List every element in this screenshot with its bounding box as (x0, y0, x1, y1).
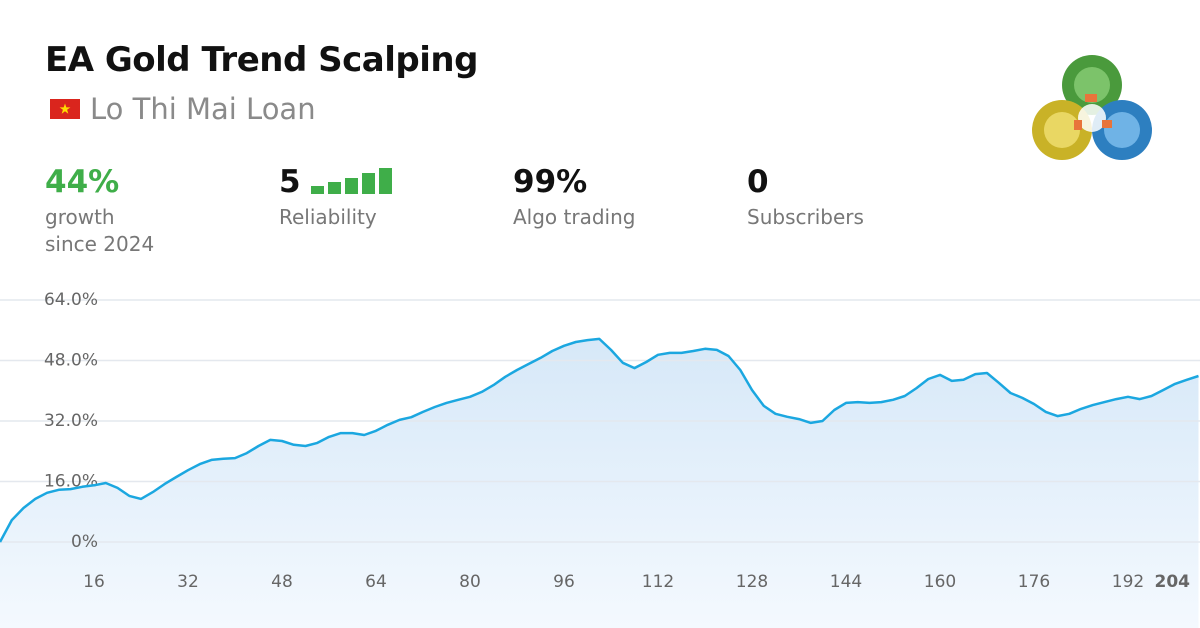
x-tick-label: 192 (1112, 572, 1144, 592)
stat-label: Subscribers (747, 205, 864, 229)
x-tick-label: 48 (271, 572, 293, 592)
area (0, 338, 1199, 628)
author: Lo Thi Mai Loan (50, 92, 316, 126)
stat: 0 Subscribers (747, 164, 864, 231)
stat-value: 44% (45, 164, 120, 200)
stat-value: 0 (747, 164, 769, 200)
stat-value: 5 (279, 164, 301, 200)
x-tick-label: 176 (1018, 572, 1050, 592)
logo (1032, 55, 1152, 160)
stat-value: 99% (513, 164, 588, 200)
x-tick-label: 80 (459, 572, 481, 592)
reliability-bars (310, 168, 392, 194)
title: EA Gold Trend Scalping (45, 40, 478, 80)
y-tick-label: 0% (71, 532, 98, 552)
x-tick-label: 112 (642, 572, 674, 592)
stat-label: growth (45, 205, 115, 229)
x-tick-label: 144 (830, 572, 862, 592)
x-tick-label: 32 (177, 572, 199, 592)
y-tick-label: 64.0% (44, 290, 98, 310)
author-name: Lo Thi Mai Loan (90, 92, 316, 126)
x-tick-label: 96 (553, 572, 575, 592)
x-tick-label: 128 (736, 572, 768, 592)
stat-label: Algo trading (513, 205, 636, 229)
stat-label: since 2024 (45, 232, 155, 256)
x-tick-label: 204 (1155, 572, 1191, 592)
flag (50, 99, 80, 119)
y-tick-label: 48.0% (44, 351, 98, 371)
y-tick-label: 32.0% (44, 411, 98, 431)
stat: 44% growth since 2024 (45, 164, 154, 258)
x-tick-label: 64 (365, 572, 387, 592)
stat: 99% Algo trading (513, 164, 635, 231)
stat: 5 Reliability (279, 164, 393, 231)
x-tick-label: 16 (83, 572, 105, 592)
line (0, 337, 1199, 543)
x-tick-label: 160 (924, 572, 956, 592)
stat-label: Reliability (279, 205, 377, 229)
